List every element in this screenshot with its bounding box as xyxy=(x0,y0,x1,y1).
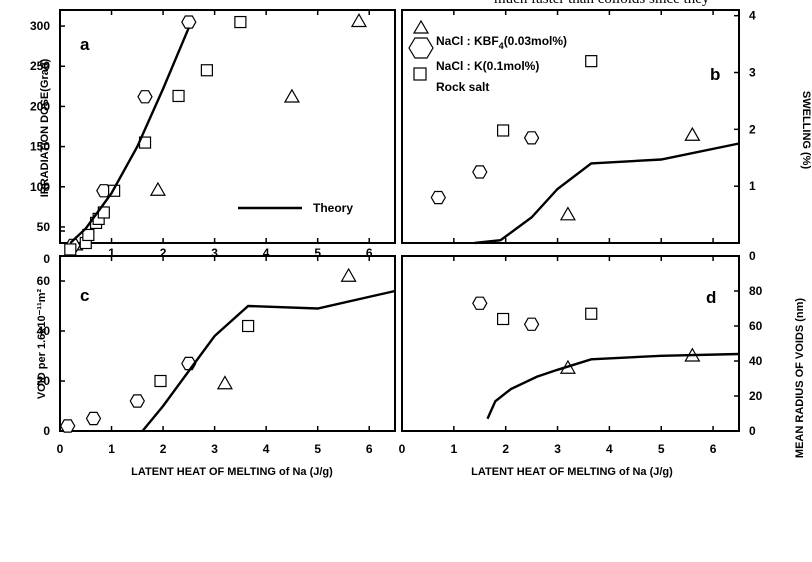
panel-b-hexagon-point xyxy=(472,165,488,179)
panel-c-xtick-label: 2 xyxy=(160,442,167,456)
panel-c-ytick-label: 0 xyxy=(43,252,50,266)
legend-label-k: NaCl : K(0.1mol%) xyxy=(436,59,539,73)
panel-b-square-point xyxy=(585,55,598,68)
panel-c-xtick-label: 3 xyxy=(211,442,218,456)
panel-a-xtick-label: 2 xyxy=(160,246,167,260)
panel-b-ytick-label: 4 xyxy=(749,9,756,23)
panel-d-hexagon-point xyxy=(472,296,488,310)
panel-c-triangle-point xyxy=(216,375,233,390)
legend-triangle-icon xyxy=(412,19,430,34)
panel-b-ytick-label: 3 xyxy=(749,66,756,80)
panel-letter-c: c xyxy=(80,286,89,305)
panel-d-xtick-label: 0 xyxy=(399,442,406,456)
panel-a-xtick-label: 3 xyxy=(211,246,218,260)
panel-b-hexagon-point xyxy=(523,131,540,145)
panel-d-xtick-label: 6 xyxy=(710,442,717,456)
panel-c-ylabel: VOID per 1.6x10⁻¹¹m² xyxy=(36,288,48,399)
panel-d-xtick-label: 5 xyxy=(658,442,665,456)
panel-c-xtick-label: 4 xyxy=(263,442,270,456)
panel-a-hexagon-point xyxy=(96,184,112,198)
panel-a-square-point xyxy=(172,89,185,103)
legend-label-rock-salt: Rock salt xyxy=(436,80,489,94)
panel-b-ylabel: SWELLING (%) xyxy=(800,91,812,170)
panel-d-xtick-label: 3 xyxy=(554,442,561,456)
panel-b-square-point xyxy=(497,124,510,137)
panel-a-hexagon-point xyxy=(137,90,153,104)
panel-a-square-point xyxy=(64,243,77,256)
legend-square-icon xyxy=(413,67,427,81)
panel-c-hexagon-point xyxy=(129,394,145,408)
panel-d-xlabel: LATENT HEAT OF MELTING of Na (J/g) xyxy=(471,466,673,478)
panel-a-triangle-point xyxy=(283,88,300,103)
panel-a-ytick-label: 250 xyxy=(30,59,50,73)
panel-d-ylabel: MEAN RADIUS OF VOIDS (nm) xyxy=(794,298,806,458)
panel-d-ytick-label: 20 xyxy=(749,389,763,403)
legend-label-theory: Theory xyxy=(313,201,353,215)
panel-d-ytick-label: 0 xyxy=(749,249,756,263)
panel-c-hexagon-point xyxy=(85,411,102,426)
panel-b-frame xyxy=(401,9,740,244)
panel-c-ytick-label: 20 xyxy=(37,374,51,388)
panel-c-ytick-label: 40 xyxy=(37,324,51,338)
panel-c-ytick-label: 0 xyxy=(43,424,50,438)
panel-c-hexagon-point xyxy=(60,419,76,433)
panel-d-xtick-label: 2 xyxy=(502,442,509,456)
panel-letter-a: a xyxy=(80,35,90,54)
panel-c-xtick-label: 6 xyxy=(366,442,373,456)
panel-b-ytick-label: 1 xyxy=(749,179,756,193)
panel-c-square-point xyxy=(242,319,255,333)
panel-a-xtick-label: 4 xyxy=(263,246,270,260)
panel-c-frame xyxy=(59,255,396,432)
panel-b-triangle-point xyxy=(684,126,701,141)
panel-a-ytick-label: 50 xyxy=(37,220,51,234)
panel-letter-b: b xyxy=(710,65,720,84)
panel-a-theory-line xyxy=(69,27,190,244)
panel-c-theory-line xyxy=(141,289,396,432)
panel-c-xtick-label: 1 xyxy=(108,442,115,456)
panel-d-xtick-label: 1 xyxy=(451,442,458,456)
panel-d-ytick-label: 60 xyxy=(749,319,763,333)
panel-d-ytick-label: 40 xyxy=(749,354,763,368)
panel-c-xtick-label: 0 xyxy=(57,442,64,456)
panel-c-xlabel: LATENT HEAT OF MELTING of Na (J/g) xyxy=(131,466,333,478)
panel-d-theory-line xyxy=(486,352,740,420)
panel-a-ytick-label: 100 xyxy=(30,180,50,194)
panel-a-square-point xyxy=(82,228,95,242)
panel-a-ytick-label: 150 xyxy=(30,140,50,154)
panel-c-xtick-label: 5 xyxy=(314,442,321,456)
panel-letter-d: d xyxy=(706,288,716,307)
panel-d-xtick-label: 4 xyxy=(606,442,613,456)
panel-a-xtick-label: 6 xyxy=(366,246,373,260)
panel-a-hexagon-point xyxy=(181,15,197,29)
panel-a-square-point xyxy=(200,64,213,77)
panel-b-ytick-label: 2 xyxy=(749,122,756,136)
panel-a-xtick-label: 5 xyxy=(314,246,321,260)
panel-d-ytick-label: 0 xyxy=(749,424,756,438)
panel-a-frame xyxy=(59,9,396,244)
panel-d-square-point xyxy=(585,307,598,320)
panel-d-hexagon-point xyxy=(523,317,540,331)
legend-hexagon-icon xyxy=(408,37,434,59)
panel-c-triangle-point xyxy=(340,267,357,282)
panel-d-square-point xyxy=(497,312,510,326)
panel-a-ylabel: IRRADIATION DOSE(Grad) xyxy=(39,58,51,197)
panel-b-theory-line xyxy=(474,142,740,245)
panel-d-ytick-label: 80 xyxy=(749,284,763,298)
panel-c-square-point xyxy=(154,374,167,388)
panel-d-frame xyxy=(401,255,740,432)
panel-b-hexagon-point xyxy=(430,190,446,205)
panel-c-ytick-label: 60 xyxy=(37,274,51,288)
panel-a-ytick-label: 300 xyxy=(30,19,50,33)
header-fragment: much faster than colloids since they xyxy=(494,0,709,8)
panel-a-triangle-point xyxy=(350,13,367,28)
panel-a-square-point xyxy=(234,15,247,29)
panel-a-ytick-label: 200 xyxy=(30,99,50,113)
panel-a-triangle-point xyxy=(149,181,166,196)
panel-a-xtick-label: 1 xyxy=(108,246,115,260)
legend-label-kbf4: NaCl : KBF4(0.03mol%) xyxy=(436,34,567,51)
panel-b-triangle-point xyxy=(559,206,576,221)
